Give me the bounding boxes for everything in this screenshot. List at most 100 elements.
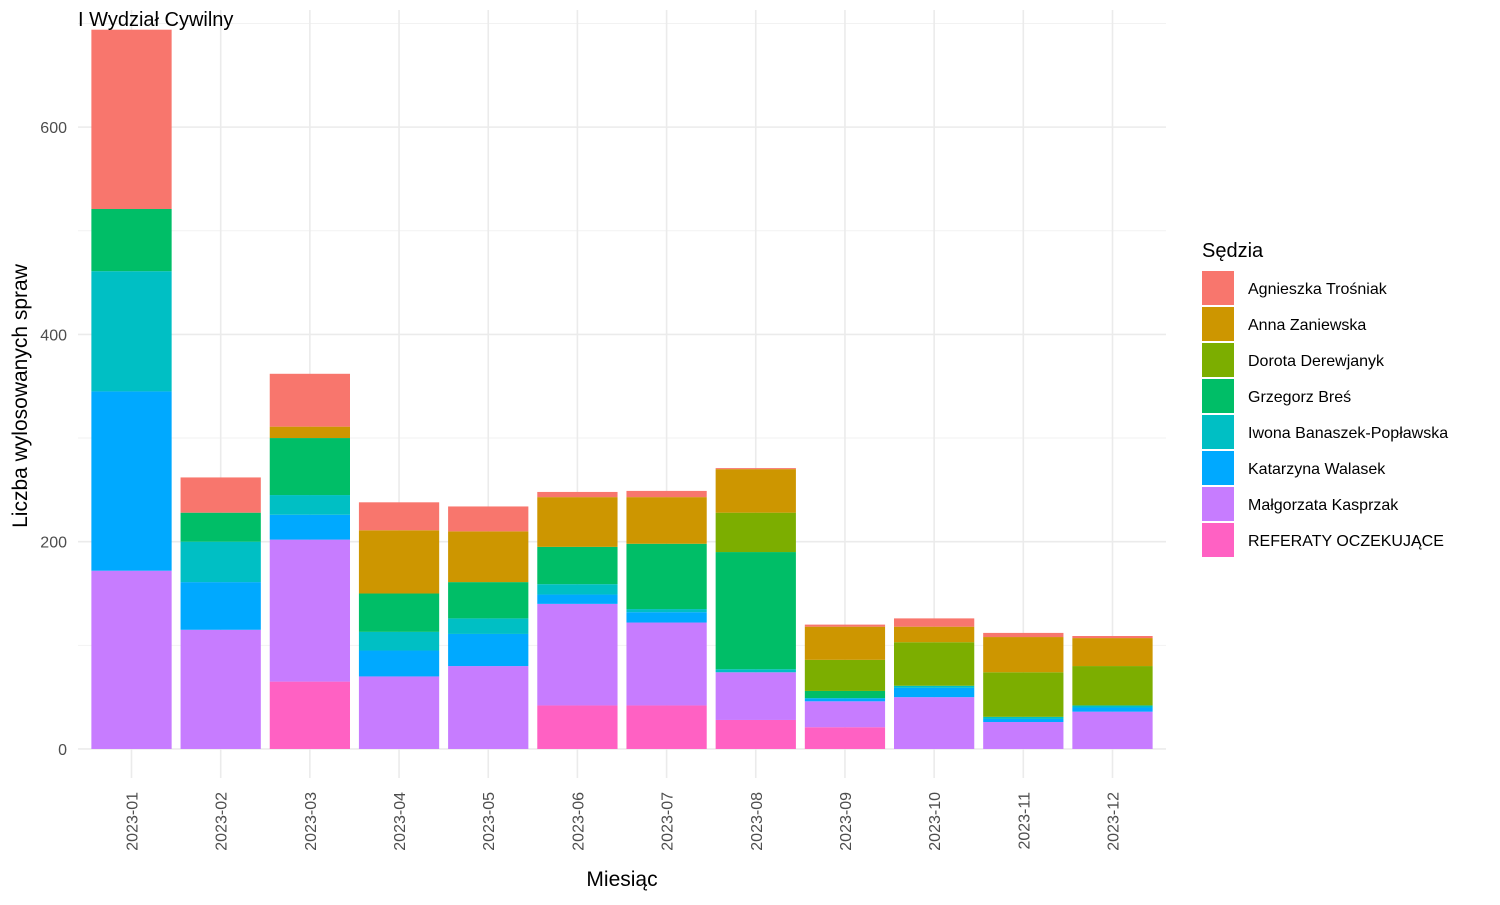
bar-segment xyxy=(91,271,172,392)
legend-swatch xyxy=(1202,451,1234,485)
y-axis-label: Liczba wylosowanych spraw xyxy=(9,263,32,528)
bar-segment xyxy=(1072,638,1153,667)
bar-segment xyxy=(448,633,529,667)
axis-layer: 0 200 400 600 2023-01 2023-02 2023-03 2023-04 20… xyxy=(40,120,1122,851)
x-axis-label: Miesiąc xyxy=(586,868,657,891)
x-tick-label: 2023-02 xyxy=(214,792,231,851)
legend-swatch xyxy=(1202,523,1234,557)
bar-segment xyxy=(537,497,618,547)
legend-swatch xyxy=(1202,307,1234,341)
bar-segment xyxy=(180,512,261,542)
bars-layer xyxy=(91,29,1153,749)
bar-segment xyxy=(894,685,975,688)
bar-segment xyxy=(715,552,796,670)
bar-segment xyxy=(269,373,350,427)
bar-segment xyxy=(358,502,440,531)
bar-segment xyxy=(537,584,618,595)
bar-segment xyxy=(180,629,261,749)
bar-segment xyxy=(180,477,261,513)
bar-segment xyxy=(894,697,975,749)
bar-segment xyxy=(1072,711,1153,749)
bar-segment xyxy=(180,541,261,583)
bar-segment xyxy=(983,716,1064,719)
bar-segment xyxy=(358,676,440,749)
bar-segment xyxy=(358,650,440,677)
bar-segment xyxy=(804,701,886,728)
bar-segment xyxy=(269,539,350,682)
bar-segment xyxy=(804,624,886,627)
x-tick-label: 2023-06 xyxy=(570,792,587,851)
bar-segment xyxy=(715,512,796,553)
bar-segment xyxy=(91,29,172,209)
bar-segment xyxy=(1072,666,1153,706)
x-tick-label: 2023-05 xyxy=(481,792,498,851)
x-tick-label: 2023-01 xyxy=(125,792,142,851)
x-tick-label: 2023-07 xyxy=(660,792,677,851)
legend-label: Grzegorz Breś xyxy=(1248,389,1351,406)
legend-label: REFERATY OCZEKUJĄCE xyxy=(1248,533,1444,550)
bar-segment xyxy=(804,727,886,749)
legend-label: Agnieszka Trośniak xyxy=(1248,281,1388,298)
bar-segment xyxy=(537,594,618,604)
legend-label: Dorota Derewjanyk xyxy=(1248,353,1385,370)
bar-segment xyxy=(358,593,440,632)
y-tick-label: 0 xyxy=(58,742,67,759)
legend-label: Iwona Banaszek-Popławska xyxy=(1248,425,1448,442)
bar-segment xyxy=(91,208,172,272)
legend-label: Małgorzata Kasprzak xyxy=(1248,497,1399,514)
bar-segment xyxy=(804,690,886,699)
chart-title: I Wydział Cywilny xyxy=(78,9,233,31)
bar-segment xyxy=(983,718,1064,723)
legend-swatch xyxy=(1202,271,1234,305)
bar-segment xyxy=(804,659,886,691)
bar-segment xyxy=(180,582,261,630)
bar-segment xyxy=(1072,707,1153,712)
bar-segment xyxy=(894,618,975,627)
bar-segment xyxy=(983,637,1064,673)
bar-segment xyxy=(715,469,796,513)
legend-label: Anna Zaniewska xyxy=(1248,317,1366,334)
bar-segment xyxy=(358,631,440,651)
y-tick-label: 400 xyxy=(40,327,67,344)
bar-segment xyxy=(1072,636,1153,639)
bar-segment xyxy=(715,672,796,720)
bar-segment xyxy=(626,705,707,749)
bar-segment xyxy=(269,495,350,515)
bar-segment xyxy=(626,612,707,623)
bar-segment xyxy=(626,622,707,706)
bar-segment xyxy=(983,722,1064,749)
bar-segment xyxy=(448,666,529,749)
bar-segment xyxy=(804,698,886,702)
legend-swatch xyxy=(1202,415,1234,449)
bar-segment xyxy=(448,531,529,583)
bar-segment xyxy=(804,626,886,660)
y-tick-label: 200 xyxy=(40,535,67,552)
bar-segment xyxy=(91,570,172,749)
bar-segment xyxy=(715,468,796,470)
legend-swatch xyxy=(1202,379,1234,413)
bar-segment xyxy=(626,543,707,610)
bar-segment xyxy=(715,669,796,673)
bar-segment xyxy=(715,719,796,749)
bar-segment xyxy=(269,426,350,439)
bar-segment xyxy=(626,490,707,498)
bar-segment xyxy=(269,514,350,540)
bar-segment xyxy=(537,546,618,585)
bar-segment xyxy=(91,391,172,571)
y-tick-label: 600 xyxy=(40,120,67,137)
bar-segment xyxy=(448,582,529,619)
bar-segment xyxy=(358,530,440,594)
bar-segment xyxy=(537,491,618,498)
bar-segment xyxy=(983,632,1064,638)
bar-segment xyxy=(448,618,529,634)
bar-segment xyxy=(448,506,529,532)
legend-label: Katarzyna Walasek xyxy=(1248,461,1386,478)
bar-segment xyxy=(894,642,975,686)
legend-swatch xyxy=(1202,487,1234,521)
x-tick-label: 2023-09 xyxy=(838,792,855,851)
x-tick-label: 2023-03 xyxy=(303,792,320,851)
bar-segment xyxy=(269,681,350,749)
x-tick-label: 2023-12 xyxy=(1105,792,1122,851)
